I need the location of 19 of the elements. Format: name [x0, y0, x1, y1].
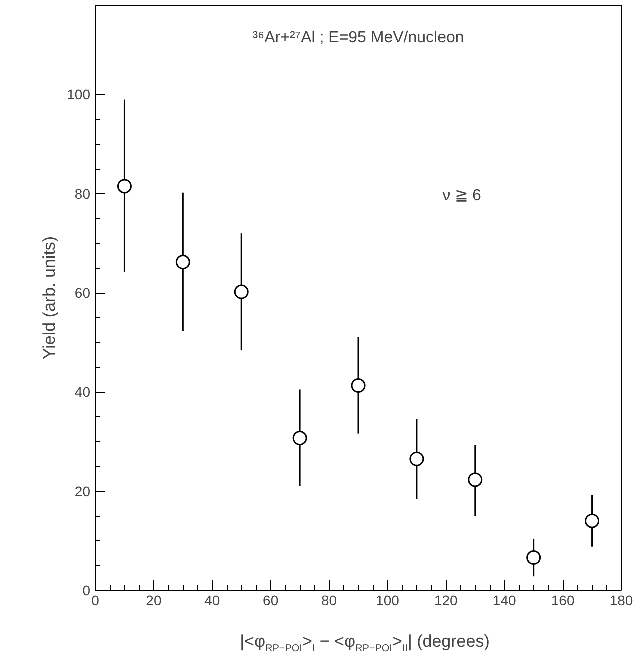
- y-tick-label: 0: [82, 582, 91, 598]
- y-tick-label: 60: [74, 285, 91, 302]
- x-tick-label: 180: [610, 592, 633, 608]
- x-tick-label: 140: [492, 592, 517, 608]
- annotation: ν ≧ 6: [442, 187, 482, 204]
- x-tick-label: 20: [146, 592, 162, 608]
- y-tick-label: 40: [74, 384, 91, 400]
- annotation: ³⁶Ar+²⁷Al ; E=95 MeV/nucleon: [252, 29, 464, 46]
- y-axis-title: Yield (arb. units): [40, 236, 60, 360]
- x-tick-label: 80: [321, 592, 338, 608]
- x-tick-label: 60: [263, 592, 279, 608]
- x-tick-label: 40: [204, 592, 220, 608]
- y-tick-label: 80: [74, 186, 91, 202]
- y-tick-label: 100: [67, 86, 91, 103]
- x-tick-label: 100: [376, 592, 400, 608]
- text: |<φ$_{RP−POI}$>$_{I}$ − <φ$_{RP−POI}$>$_{II}$| (degrees): [240, 632, 490, 654]
- y-tick-label: 20: [74, 483, 91, 500]
- x-tick-label: 120: [434, 592, 458, 608]
- x-tick-label: 160: [551, 592, 575, 608]
